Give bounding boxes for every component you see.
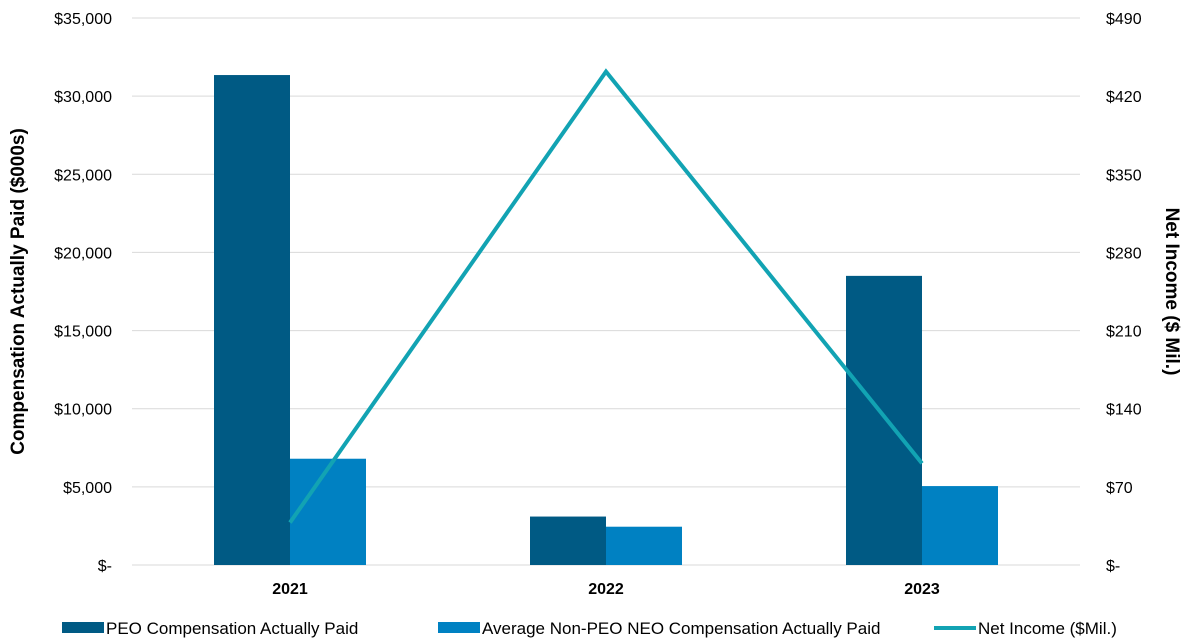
legend-swatch: [62, 622, 104, 633]
y2-axis-title: Net Income ($ Mil.): [1161, 208, 1182, 376]
y2-tick-label: $280: [1106, 245, 1142, 262]
y2-tick-label: $210: [1106, 324, 1142, 341]
bar-non-peo-2022: [606, 526, 682, 565]
bar-peo-2023: [846, 275, 922, 565]
y2-tick-label: $420: [1106, 89, 1142, 106]
bar-non-peo-2021: [290, 458, 366, 565]
bars: [214, 75, 998, 566]
y2-tick-label: $140: [1106, 402, 1142, 419]
y-tick-label: $30,000: [54, 89, 112, 106]
x-tick-label: 2023: [904, 581, 940, 598]
y2-tick-label: $350: [1106, 167, 1142, 184]
axes: $- $- $5,000 $70 $10,000 $140 $15,000 $210 $20,0…: [8, 11, 1182, 598]
x-tick-label: 2022: [588, 581, 624, 598]
y2-tick-label: $490: [1106, 11, 1142, 28]
y-tick-label: $15,000: [54, 324, 112, 341]
y2-tick-label: $70: [1106, 480, 1133, 497]
legend-item: Average Non-PEO NEO Compensation Actuall…: [438, 619, 880, 638]
y-tick-label: $5,000: [63, 480, 112, 497]
y-tick-label: $10,000: [54, 402, 112, 419]
legend-swatch: [438, 622, 480, 633]
legend-item: PEO Compensation Actually Paid: [62, 619, 358, 638]
x-tick-label: 2021: [272, 581, 308, 598]
bar-peo-2021: [214, 75, 290, 566]
y-tick-label: $-: [98, 558, 112, 575]
bar-peo-2022: [530, 516, 606, 565]
legend-label: PEO Compensation Actually Paid: [106, 619, 358, 638]
legend-item: Net Income ($Mil.): [934, 619, 1117, 638]
net-income-line: [288, 68, 924, 524]
y-tick-label: $35,000: [54, 11, 112, 28]
y-axis-title: Compensation Actually Paid ($000s): [8, 128, 29, 455]
legend: PEO Compensation Actually Paid Average No…: [62, 619, 1117, 638]
legend-label: Net Income ($Mil.): [978, 619, 1117, 638]
net-income-line-layer: [288, 68, 924, 524]
bar-non-peo-2023: [922, 486, 998, 565]
y-tick-label: $20,000: [54, 245, 112, 262]
y2-tick-label: $-: [1106, 558, 1120, 575]
y-tick-label: $25,000: [54, 167, 112, 184]
legend-label: Average Non-PEO NEO Compensation Actuall…: [482, 619, 880, 638]
